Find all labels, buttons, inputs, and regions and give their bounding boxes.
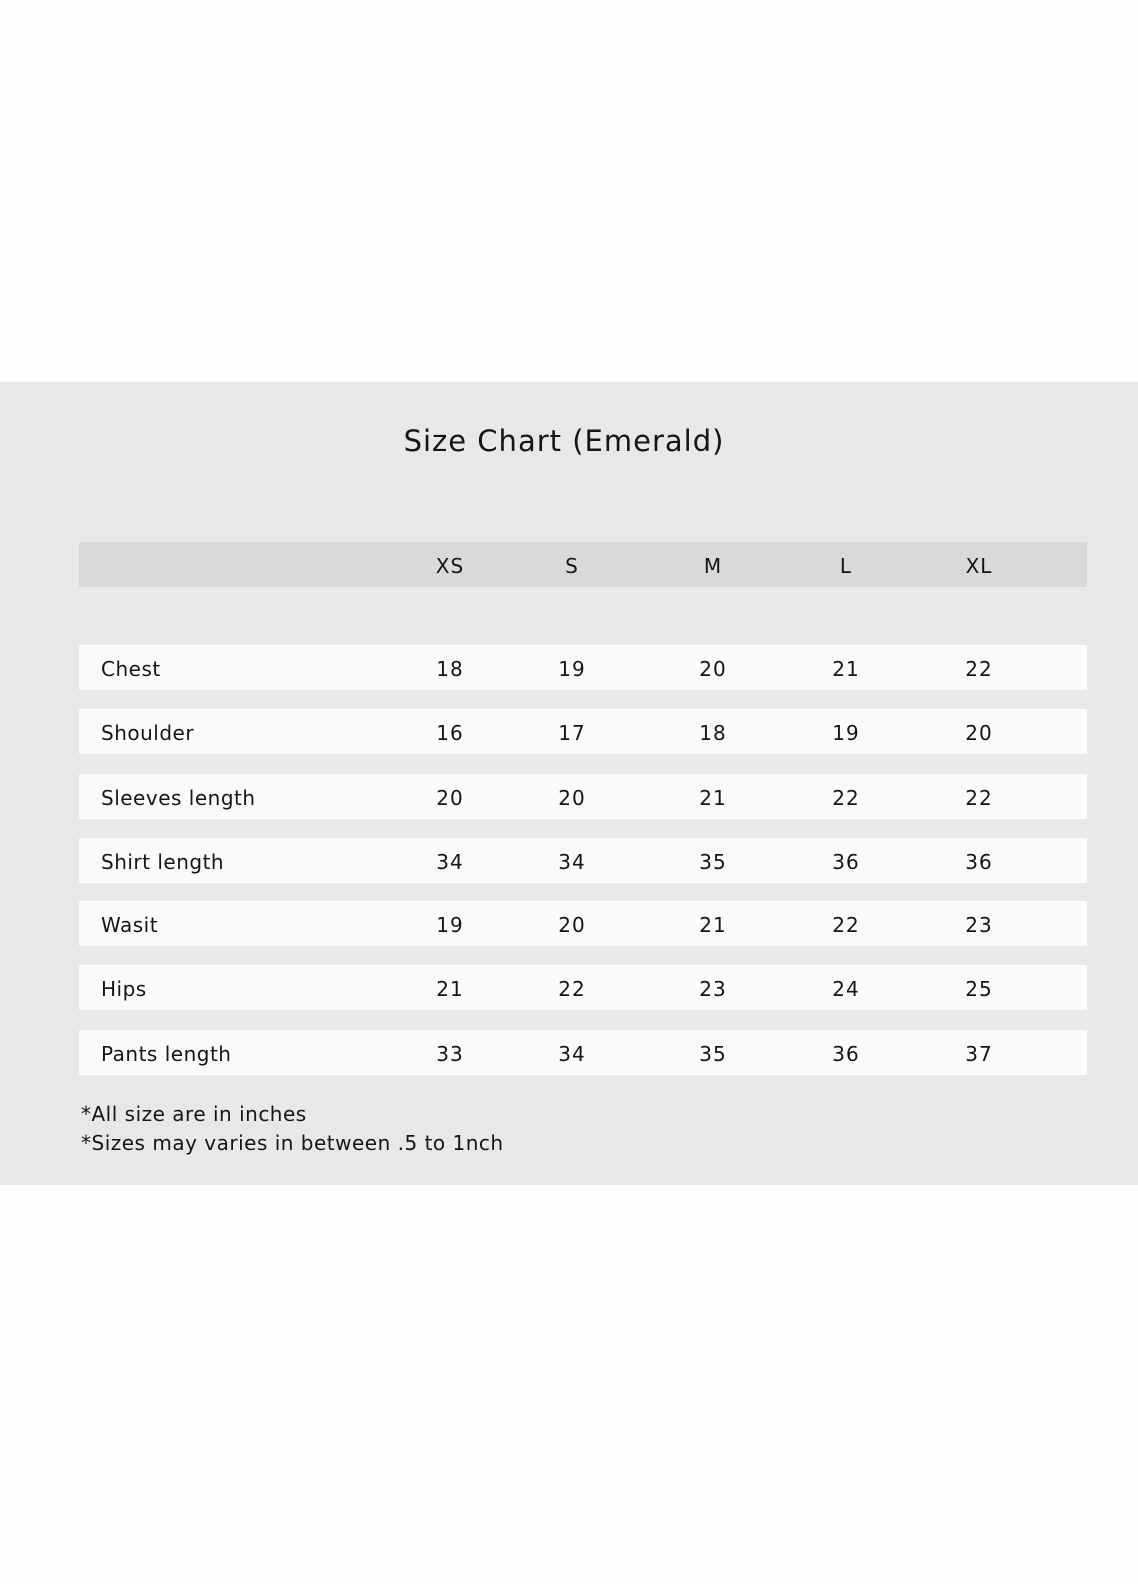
table-cell: 21 [699,786,727,810]
table-cell: 19 [558,657,586,681]
table-cell: 33 [436,1042,464,1066]
table-header: XS S M L XL [79,542,1087,587]
column-header-xl: XL [965,554,993,578]
row-label: Pants length [101,1042,232,1066]
note-variance: *Sizes may varies in between .5 to 1nch [81,1131,504,1155]
table-cell: 35 [699,850,727,874]
table-cell: 34 [558,850,586,874]
table-cell: 36 [832,850,860,874]
table-cell: 36 [832,1042,860,1066]
table-cell: 17 [558,721,586,745]
table-cell: 34 [558,1042,586,1066]
table-cell: 23 [965,913,993,937]
table-row: Wasit 19 20 21 22 23 [79,901,1087,946]
table-cell: 19 [436,913,464,937]
row-label: Sleeves length [101,786,256,810]
table-cell: 25 [965,977,993,1001]
table-cell: 21 [832,657,860,681]
table-cell: 20 [558,913,586,937]
column-header-xs: XS [435,554,465,578]
table-cell: 34 [436,850,464,874]
table-cell: 35 [699,1042,727,1066]
row-label: Hips [101,977,147,1001]
table-cell: 22 [558,977,586,1001]
table-cell: 20 [699,657,727,681]
table-cell: 18 [699,721,727,745]
table-row: Chest 18 19 20 21 22 [79,645,1087,690]
row-label: Shirt length [101,850,225,874]
table-cell: 24 [832,977,860,1001]
table-row: Sleeves length 20 20 21 22 22 [79,774,1087,819]
table-row: Shirt length 34 34 35 36 36 [79,838,1087,883]
column-header-l: L [839,554,853,578]
table-cell: 20 [558,786,586,810]
table-cell: 22 [832,913,860,937]
table-cell: 18 [436,657,464,681]
table-row: Shoulder 16 17 18 19 20 [79,709,1087,754]
table-cell: 23 [699,977,727,1001]
table-cell: 20 [436,786,464,810]
row-label: Chest [101,657,161,681]
table-cell: 22 [965,657,993,681]
row-label: Wasit [101,913,159,937]
table-cell: 21 [699,913,727,937]
note-units: *All size are in inches [81,1102,307,1126]
table-cell: 20 [965,721,993,745]
page-title: Size Chart (Emerald) [403,424,725,458]
table-cell: 36 [965,850,993,874]
column-header-m: M [703,554,723,578]
table-cell: 16 [436,721,464,745]
table-row: Hips 21 22 23 24 25 [79,965,1087,1010]
table-cell: 19 [832,721,860,745]
table-cell: 22 [965,786,993,810]
table-cell: 37 [965,1042,993,1066]
column-header-s: S [565,554,579,578]
table-cell: 22 [832,786,860,810]
row-label: Shoulder [101,721,195,745]
table-row: Pants length 33 34 35 36 37 [79,1030,1087,1075]
table-cell: 21 [436,977,464,1001]
